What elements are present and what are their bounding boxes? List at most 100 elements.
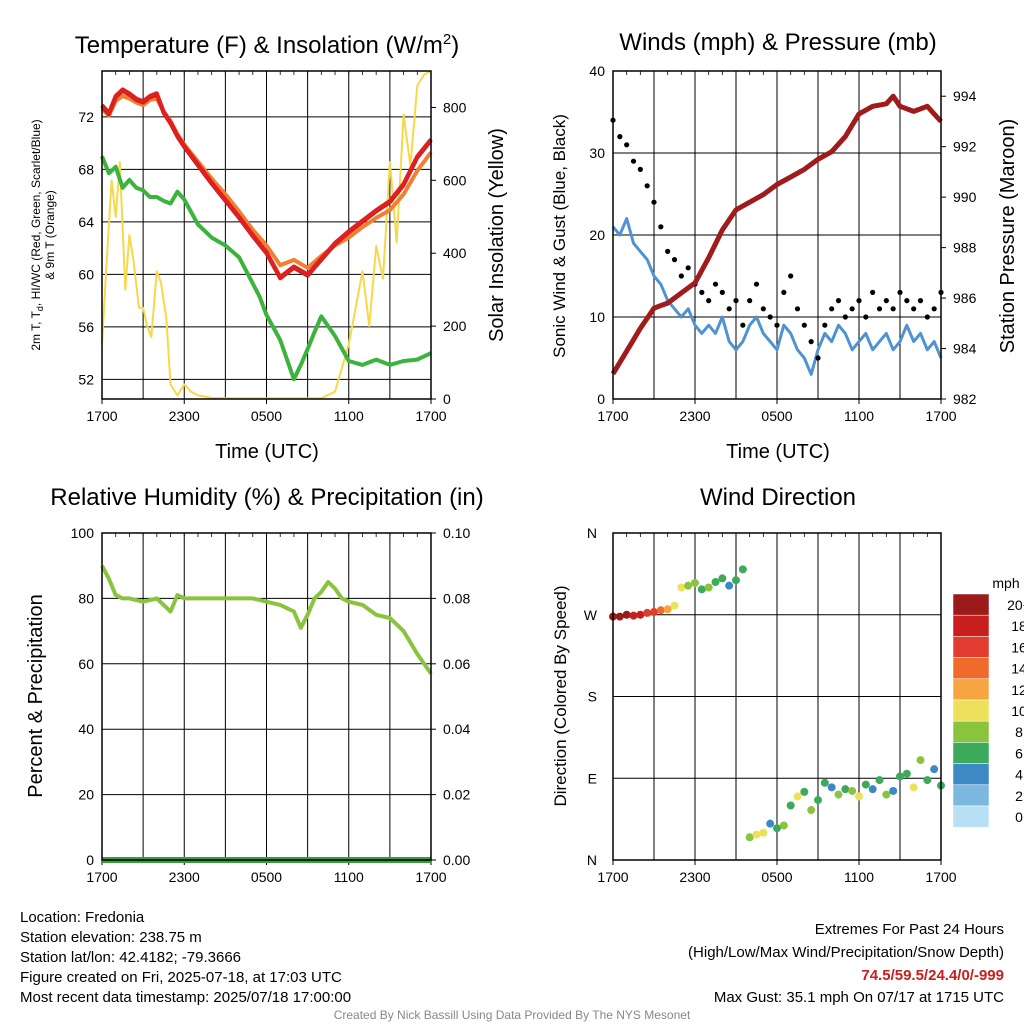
legend-swatch <box>952 657 990 680</box>
x-tick-label: 1100 <box>334 869 364 885</box>
gust-point <box>788 273 794 279</box>
extremes-values: 74.5/59.5/24.4/0/-999 <box>861 967 1004 984</box>
y-left-tick-label: 56 <box>78 319 94 335</box>
winds-title: Winds (mph) & Pressure (mb) <box>619 29 936 56</box>
winds-right-label: Station Pressure (Maroon) <box>997 119 1019 354</box>
gust-point <box>624 142 630 148</box>
legend-label: 12 <box>1011 682 1024 698</box>
legend-swatch <box>952 699 990 722</box>
direction-point <box>861 780 870 789</box>
gust-point <box>917 298 924 304</box>
gust-point <box>924 314 930 320</box>
gust-point <box>829 306 835 312</box>
direction-point <box>882 790 891 799</box>
gust-point <box>774 322 780 328</box>
y-right-tick-label: 988 <box>953 240 977 256</box>
gust-point <box>876 306 883 312</box>
plot-border <box>612 532 942 861</box>
direction-point <box>923 776 932 785</box>
direction-point <box>643 608 652 617</box>
direction-point <box>766 819 775 828</box>
y-left-tick-label: 40 <box>589 63 605 79</box>
direction-point <box>868 785 877 794</box>
direction-point <box>848 786 857 795</box>
gust-point <box>883 298 889 304</box>
y-right-tick-label: 0.08 <box>443 590 470 606</box>
direction-tick-label: S <box>588 689 597 705</box>
legend-swatch <box>952 742 990 764</box>
series-line-td <box>100 155 432 382</box>
y-right-tick-label: 0.04 <box>443 721 470 737</box>
y-left-tick-label: 60 <box>78 656 94 672</box>
humidity-left-label: Percent & Precipitation <box>25 594 47 797</box>
direction-point <box>916 756 925 765</box>
direction-point <box>855 792 863 801</box>
winds-x-label: Time (UTC) <box>726 441 830 463</box>
y-right-tick-label: 0 <box>443 391 451 407</box>
direction-point <box>800 787 809 796</box>
direction-point <box>636 610 645 619</box>
direction-point <box>779 821 788 830</box>
legend-label: 2 <box>1015 788 1023 804</box>
gust-point <box>671 257 678 263</box>
y-right-tick-label: 986 <box>953 290 977 306</box>
direction-point <box>718 574 727 583</box>
direction-point <box>759 828 768 837</box>
gust-point <box>685 265 691 271</box>
humidity-panel: Relative Humidity (%) & Precipitation (i… <box>25 484 484 885</box>
y-left-tick-label: 30 <box>589 145 605 161</box>
legend-swatch <box>952 614 990 637</box>
direction-point <box>650 608 658 617</box>
direction-point <box>629 611 638 620</box>
gust-point <box>644 183 650 189</box>
direction-point <box>677 583 686 592</box>
direction-point <box>656 606 665 615</box>
gust-point <box>617 134 623 140</box>
gust-point <box>822 322 828 328</box>
x-tick-label: 0500 <box>251 408 282 424</box>
legend-swatch <box>952 720 990 743</box>
direction-point <box>875 776 884 785</box>
direction-point <box>615 612 624 621</box>
extremes-title: Extremes For Past 24 Hours <box>815 921 1004 938</box>
y-right-tick-label: 400 <box>443 245 467 261</box>
temperature-left-label: 2m T, Td, HI/WC (Red, Green, Scarlet/Blu… <box>29 119 57 350</box>
y-left-tick-label: 60 <box>78 266 94 282</box>
x-tick-label: 1700 <box>597 869 628 885</box>
series-line-2m-t <box>100 87 433 279</box>
gust-point <box>911 306 917 312</box>
x-tick-label: 0500 <box>251 869 282 885</box>
direction-point <box>807 806 816 815</box>
x-tick-label: 2300 <box>169 869 200 885</box>
legend-swatch <box>952 636 990 658</box>
gust-point <box>863 314 869 320</box>
legend-label: 0 <box>1015 809 1023 825</box>
legend-label: 20+ <box>1007 597 1024 613</box>
plot-border <box>612 70 942 400</box>
gust-point <box>904 298 910 304</box>
series-line-station-pressure <box>610 93 943 376</box>
direction-tick-label: N <box>587 525 597 541</box>
y-right-tick-label: 0.02 <box>443 787 470 803</box>
gust-point <box>808 339 814 345</box>
winds-panel: Winds (mph) & Pressure (mb) Sonic Wind &… <box>550 29 1019 463</box>
x-tick-label: 2300 <box>679 408 710 424</box>
y-right-tick-label: 994 <box>953 88 977 104</box>
y-right-tick-label: 992 <box>953 139 977 155</box>
max-gust: Max Gust: 35.1 mph On 07/17 at 1715 UTC <box>714 989 1004 1006</box>
gust-point <box>740 322 746 328</box>
gust-point <box>637 166 643 172</box>
x-tick-label: 2300 <box>169 408 200 424</box>
footer-recent: Most recent data timestamp: 2025/07/18 1… <box>20 989 351 1006</box>
wind-direction-title: Wind Direction <box>700 484 856 511</box>
plot-border <box>101 532 432 861</box>
gust-point <box>794 306 801 312</box>
y-right-tick-label: 984 <box>953 341 977 357</box>
legend-swatch <box>952 805 990 828</box>
temperature-x-label: Time (UTC) <box>215 441 319 463</box>
y-right-tick-label: 982 <box>953 391 977 407</box>
direction-point <box>902 769 911 778</box>
legend-swatch <box>952 593 990 616</box>
direction-point <box>793 792 802 801</box>
gust-point <box>931 306 937 312</box>
